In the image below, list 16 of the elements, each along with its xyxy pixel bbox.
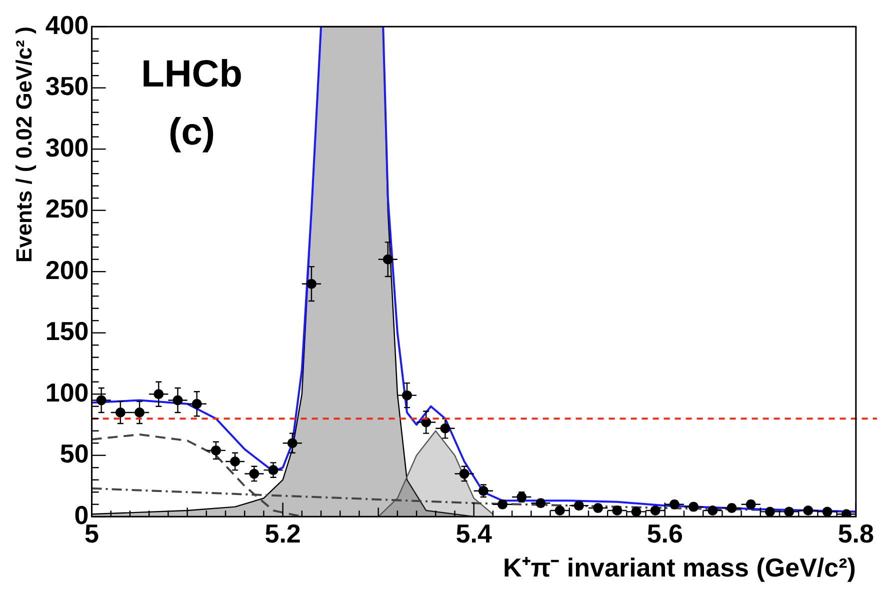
y-tick-label: 150 bbox=[45, 316, 89, 346]
y-tick-label: 350 bbox=[45, 71, 89, 102]
y-tick-label: 250 bbox=[45, 194, 89, 224]
y-axis-title: Events / ( 0.02 GeV/c² ) bbox=[11, 26, 36, 263]
annotation: LHCb bbox=[141, 54, 242, 96]
annotation: (c) bbox=[168, 112, 216, 154]
y-tick-label: 50 bbox=[60, 438, 89, 469]
y-tick-label: 400 bbox=[45, 10, 89, 40]
x-tick-label: 5.4 bbox=[456, 518, 492, 548]
x-tick-label: 5.8 bbox=[838, 518, 874, 548]
x-tick-label: 5.2 bbox=[264, 518, 301, 548]
x-tick-label: 5.6 bbox=[646, 518, 683, 548]
y-tick-label: 200 bbox=[45, 254, 89, 285]
y-tick-label: 100 bbox=[45, 377, 89, 408]
y-tick-label: 300 bbox=[45, 132, 89, 162]
x-axis-title: K⁺π⁻ invariant mass (GeV/c²) bbox=[503, 552, 856, 583]
